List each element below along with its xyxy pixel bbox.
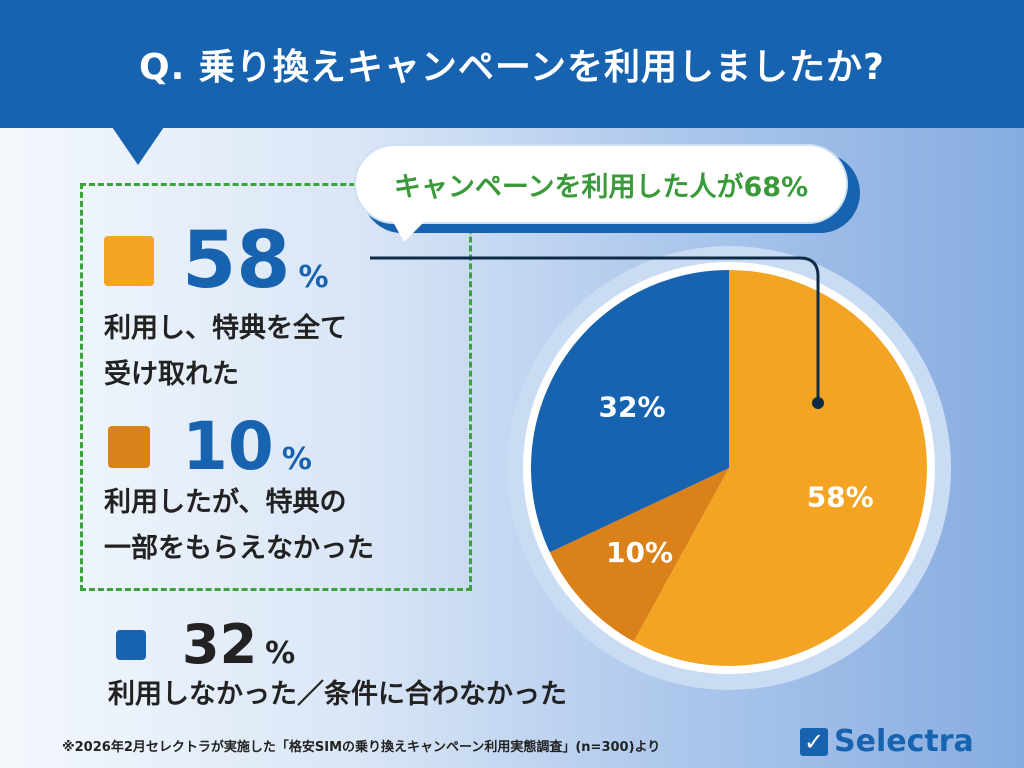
unit: % [281,442,312,477]
pie-slice-58 [633,270,928,667]
legend-label-32: 利用しなかった／条件に合わなかった [108,679,567,710]
used-campaign-group-box [80,183,472,591]
pie-slice-10 [549,468,729,642]
logo-text: Selectra [834,724,974,759]
legend-label-58: 利用し、特典を全て 受け取れた [104,313,347,390]
page-title: Q. 乗り換えキャンペーンを利用しましたか? [0,0,1024,128]
value: 32 [182,613,258,676]
pie-label-10: 10% [606,536,673,569]
unit: % [298,260,329,295]
callout-leader-dot [812,397,824,409]
check-icon: ✓ [800,727,828,756]
unit: % [265,636,296,671]
callout-tail [392,220,426,242]
pie-label-58: 58% [807,481,874,514]
legend-swatch-10 [108,426,150,468]
legend-label-10: 利用したが、特典の 一部をもらえなかった [104,487,374,564]
legend-value-32: 32% [182,618,295,672]
callout-bubble: キャンペーンを利用した人が68% [354,144,848,224]
selectra-logo: ✓ Selectra [800,724,974,759]
pie-label-32: 32% [599,390,666,423]
legend-swatch-32 [116,630,146,660]
legend-value-10: 10% [182,414,312,480]
footnote: ※2026年2月セレクトラが実施した「格安SIMの乗り換えキャンペーン利用実態調… [62,740,661,755]
title-pointer [112,127,164,165]
legend-value-58: 58% [182,222,329,300]
value: 58 [182,216,291,306]
legend-swatch-58 [104,236,154,286]
callout-leader-line [370,256,820,403]
value: 10 [182,408,274,485]
pie-slice-32 [530,270,729,553]
